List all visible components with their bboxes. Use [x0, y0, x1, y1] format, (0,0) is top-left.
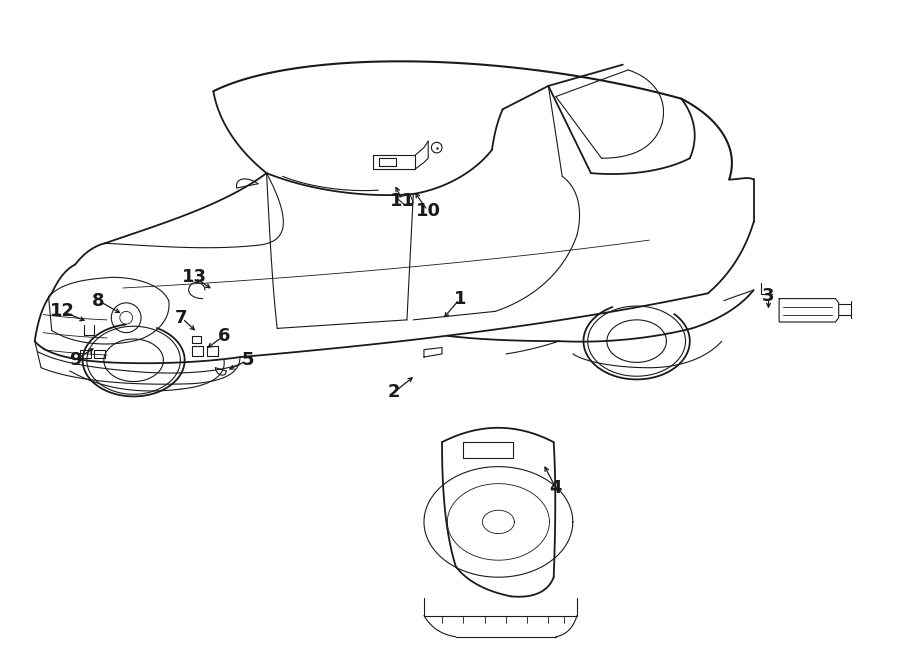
Text: 8: 8 [92, 292, 104, 310]
Text: 10: 10 [416, 202, 441, 220]
Text: 6: 6 [218, 327, 230, 345]
Text: 13: 13 [182, 268, 207, 286]
Text: 1: 1 [454, 290, 466, 307]
Text: 11: 11 [391, 192, 415, 210]
Text: 2: 2 [388, 383, 400, 401]
Text: 3: 3 [762, 288, 775, 305]
Text: 5: 5 [241, 351, 254, 369]
Text: 7: 7 [176, 309, 188, 327]
Text: 12: 12 [50, 302, 75, 321]
Text: 9: 9 [69, 351, 81, 369]
Text: 4: 4 [550, 479, 562, 497]
